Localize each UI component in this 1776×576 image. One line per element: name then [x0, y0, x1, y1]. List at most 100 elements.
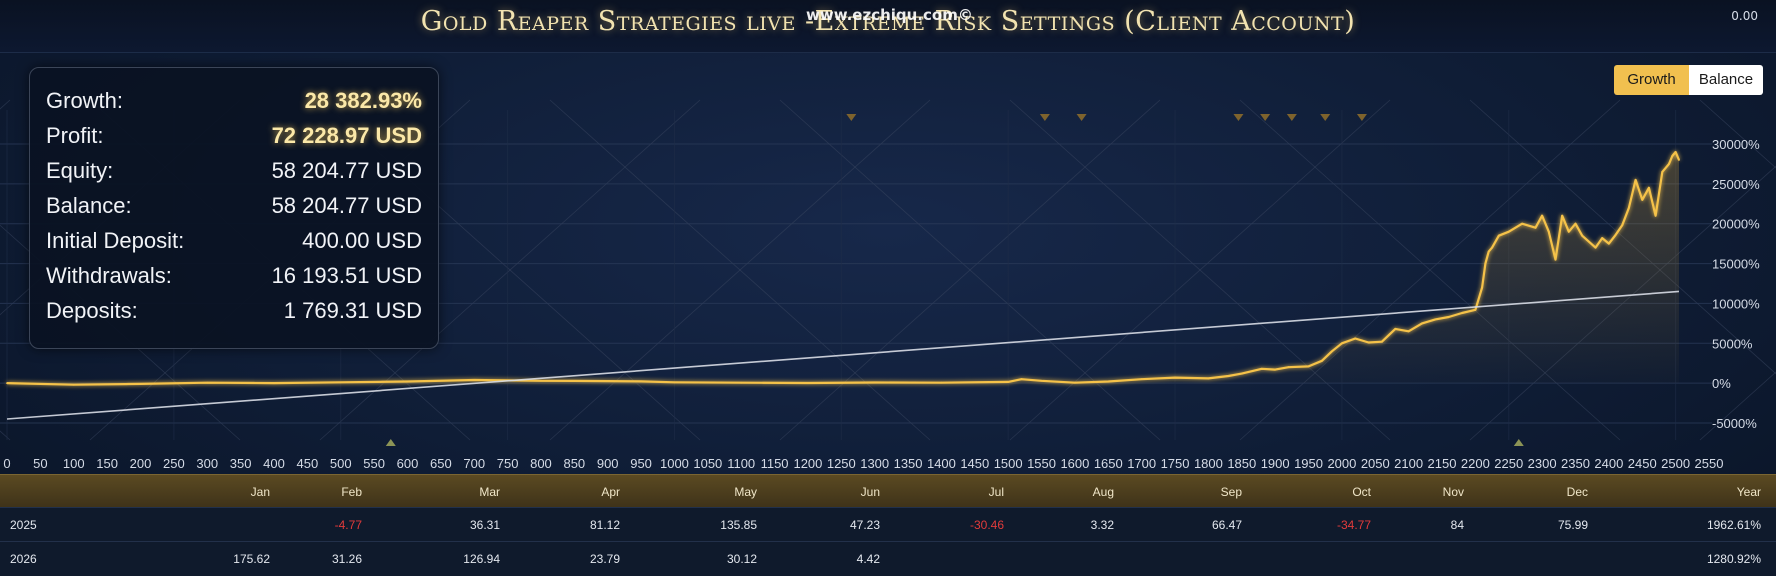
table-header-cell: Year — [1736, 485, 1761, 499]
growth-data-point — [1227, 375, 1230, 377]
x-tick-label: 50 — [33, 456, 47, 471]
growth-data-point — [1287, 366, 1290, 369]
balance-toggle-button[interactable]: Balance — [1689, 65, 1763, 95]
x-tick-label: 1150 — [761, 456, 789, 471]
table-cell: 31.26 — [331, 552, 362, 566]
growth-data-point — [1668, 163, 1670, 165]
event-marker-top — [1233, 114, 1244, 121]
x-tick-label: 950 — [630, 456, 652, 471]
table-header-cell: Jun — [860, 485, 880, 499]
y-tick-label: 5000% — [1712, 336, 1753, 351]
stat-value-equity: 58 204.77 USD — [271, 158, 422, 183]
x-tick-label: 1750 — [1161, 456, 1190, 471]
growth-data-point — [573, 380, 576, 382]
stats-card: Growth: 28 382.93% Profit: 72 228.97 USD… — [29, 67, 439, 349]
table-cell: 66.47 — [1211, 518, 1242, 532]
growth-data-point — [873, 381, 876, 384]
growth-data-point — [139, 383, 142, 385]
growth-data-point — [1007, 381, 1010, 383]
y-tick-label: -5000% — [1712, 416, 1757, 431]
x-tick-label: 1700 — [1127, 456, 1156, 471]
growth-data-point — [540, 379, 542, 382]
x-tick-label: 1100 — [727, 456, 755, 471]
table-header-cell: Jul — [988, 485, 1004, 499]
table-year-label: 2025 — [10, 518, 37, 532]
y-tick-label: 30000% — [1712, 137, 1760, 152]
growth-data-point — [1421, 322, 1423, 325]
growth-data-point — [1354, 337, 1357, 340]
table-header-cell: Apr — [601, 485, 620, 499]
table-cell: 1280.92% — [1706, 552, 1761, 566]
table-year-label: 2026 — [10, 552, 37, 566]
x-tick-label: 2550 — [1695, 456, 1724, 471]
event-marker-top — [1260, 114, 1271, 121]
event-marker-top — [1286, 114, 1297, 121]
x-tick-label: 1950 — [1294, 456, 1323, 471]
growth-data-point — [1678, 159, 1680, 161]
table-cell: 1962.61% — [1706, 518, 1761, 532]
stat-row-deposits: Deposits: 1 769.31 USD — [46, 298, 422, 332]
x-tick-label: 1400 — [927, 456, 956, 471]
stat-label-profit: Profit: — [46, 123, 104, 148]
stat-row-initial-deposit: Initial Deposit: 400.00 USD — [46, 228, 422, 262]
growth-data-point — [1320, 359, 1323, 362]
growth-data-point — [1491, 246, 1493, 249]
x-tick-label: 1850 — [1227, 456, 1256, 471]
stat-label-initial-deposit: Initial Deposit: — [46, 228, 185, 253]
growth-data-point — [1020, 378, 1023, 381]
table-header-cell: May — [734, 485, 757, 499]
x-tick-label: 700 — [463, 456, 485, 471]
x-tick-label: 300 — [196, 456, 218, 471]
x-tick-label: 1350 — [894, 456, 923, 471]
event-marker-top — [1320, 114, 1331, 121]
table-cell: 81.12 — [589, 518, 620, 532]
growth-data-point — [1487, 250, 1490, 253]
growth-data-point — [1274, 368, 1277, 371]
x-tick-label: 2500 — [1661, 456, 1690, 471]
x-tick-label: 2150 — [1428, 456, 1457, 471]
growth-data-point — [1661, 171, 1664, 173]
growth-data-point — [1521, 222, 1524, 225]
growth-data-point — [1621, 224, 1624, 227]
x-tick-label: 1000 — [660, 456, 689, 471]
growth-area — [7, 152, 1679, 385]
table-cell: 36.31 — [469, 518, 500, 532]
stat-value-profit: 72 228.97 USD — [271, 123, 422, 148]
growth-data-point — [1307, 365, 1310, 368]
x-tick-label: 200 — [130, 456, 152, 471]
event-marker-bottom — [1513, 439, 1524, 446]
growth-data-point — [1341, 342, 1343, 345]
growth-data-point — [1474, 308, 1477, 311]
growth-data-point — [1648, 186, 1650, 189]
growth-data-point — [1461, 312, 1463, 314]
growth-data-point — [1074, 381, 1076, 384]
stat-row-withdrawals: Withdrawals: 16 193.51 USD — [46, 263, 422, 297]
growth-data-point — [406, 380, 409, 383]
growth-data-point — [606, 380, 609, 383]
x-tick-label: 650 — [430, 456, 452, 471]
growth-toggle-button[interactable]: Growth — [1614, 65, 1689, 95]
growth-data-point — [72, 383, 75, 386]
growth-data-point — [1607, 242, 1610, 245]
x-tick-label: 1450 — [960, 456, 989, 471]
table-cell: 84 — [1450, 518, 1464, 532]
growth-data-point — [1394, 328, 1397, 330]
stat-label-balance: Balance: — [46, 193, 132, 218]
lattice-line — [1699, 371, 1776, 441]
table-cell: 23.79 — [589, 552, 620, 566]
growth-data-point — [1654, 214, 1657, 217]
table-cell: 4.42 — [856, 552, 880, 566]
x-tick-label: 1200 — [793, 456, 822, 471]
growth-data-point — [1107, 380, 1110, 383]
watermark-text: www.ezchiqu.com© — [806, 6, 973, 24]
y-tick-label: 10000% — [1712, 296, 1760, 311]
growth-data-point — [1567, 230, 1570, 233]
stat-row-growth: Growth: 28 382.93% — [46, 88, 422, 122]
y-tick-label: 20000% — [1712, 217, 1760, 232]
growth-data-point — [1674, 151, 1677, 153]
growth-data-point — [640, 380, 642, 383]
growth-data-point — [1174, 376, 1176, 379]
growth-data-point — [1574, 222, 1577, 225]
stat-label-equity: Equity: — [46, 158, 114, 183]
growth-data-point — [1260, 367, 1263, 370]
